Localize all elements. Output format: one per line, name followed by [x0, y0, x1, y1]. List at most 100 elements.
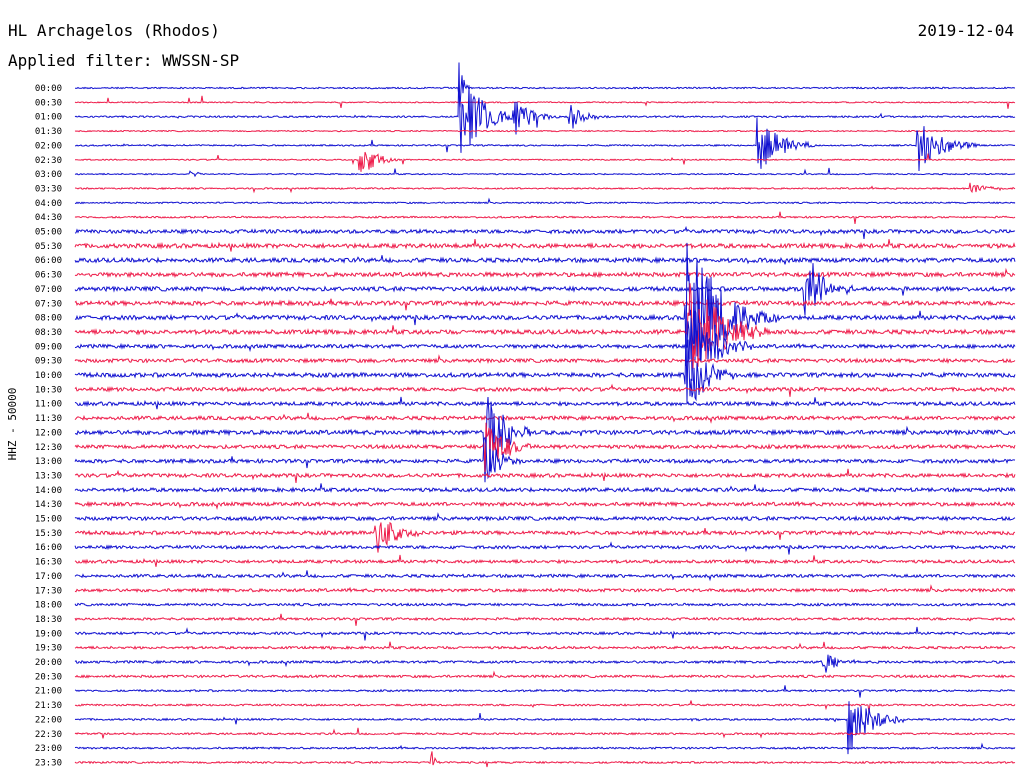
- trace-1400: [74, 483, 1016, 494]
- tick-label: 05:30: [35, 242, 62, 252]
- tick-label: 16:00: [35, 543, 62, 553]
- trace-1730: [74, 584, 1016, 594]
- tick-label: 10:30: [35, 385, 62, 395]
- tick-label: 17:00: [35, 572, 62, 582]
- tick-label: 11:00: [35, 400, 62, 410]
- tick-label: 04:00: [35, 199, 62, 209]
- trace-1630: [74, 554, 1016, 567]
- tick-label: 19:00: [35, 629, 62, 639]
- trace-0100: [74, 62, 1016, 153]
- trace-1800: [74, 602, 1016, 607]
- trace-1530: [74, 521, 1016, 553]
- tick-label: 13:30: [35, 471, 62, 481]
- tick-label: 13:00: [35, 457, 62, 467]
- tick-label: 02:00: [35, 141, 62, 151]
- channel-label: HHZ - 50000: [6, 388, 19, 461]
- tick-label: 18:00: [35, 601, 62, 611]
- tick-label: 05:00: [35, 228, 62, 238]
- trace-1130: [74, 412, 1016, 424]
- tick-label: 09:00: [35, 342, 62, 352]
- tick-label: 10:00: [35, 371, 62, 381]
- trace-0300: [74, 167, 1016, 178]
- tick-label: 18:30: [35, 615, 62, 625]
- tick-label: 21:00: [35, 687, 62, 697]
- trace-1830: [74, 613, 1016, 626]
- trace-1200: [74, 396, 1016, 483]
- trace-0500: [74, 225, 1016, 239]
- trace-2230: [74, 727, 1016, 739]
- tick-label: 20:00: [35, 658, 62, 668]
- tick-label: 19:30: [35, 644, 62, 654]
- trace-1900: [74, 626, 1016, 641]
- plot-date: 2019-12-04: [918, 21, 1014, 40]
- tick-label: 06:00: [35, 256, 62, 266]
- tick-label: 02:30: [35, 156, 62, 166]
- trace-2200: [74, 701, 1016, 755]
- tick-label: 22:30: [35, 730, 62, 740]
- trace-1700: [74, 570, 1016, 582]
- tick-label: 23:00: [35, 744, 62, 754]
- trace-0900: [74, 310, 1016, 362]
- tick-label: 12:00: [35, 428, 62, 438]
- trace-1930: [74, 641, 1016, 651]
- tick-label: 08:00: [35, 314, 62, 324]
- trace-1030: [74, 383, 1016, 397]
- tick-label: 07:00: [35, 285, 62, 295]
- tick-label: 01:00: [35, 113, 62, 123]
- trace-0030: [74, 95, 1016, 109]
- tick-label: 15:00: [35, 515, 62, 525]
- tick-label: 01:30: [35, 127, 62, 137]
- trace-2030: [74, 670, 1016, 679]
- trace-0330: [74, 182, 1016, 194]
- tick-label: 00:30: [35, 98, 62, 108]
- trace-0430: [74, 211, 1016, 224]
- trace-1230: [74, 422, 1016, 472]
- tick-label: 15:30: [35, 529, 62, 539]
- trace-2330: [74, 751, 1016, 768]
- trace-group: [74, 62, 1016, 768]
- trace-0130: [74, 129, 1016, 133]
- trace-1600: [74, 541, 1016, 555]
- tick-label: 09:30: [35, 357, 62, 367]
- trace-0730: [74, 298, 1016, 311]
- trace-0930: [74, 354, 1016, 364]
- tick-label: 04:30: [35, 213, 62, 223]
- tick-label: 14:30: [35, 500, 62, 510]
- tick-label: 00:00: [35, 84, 62, 94]
- tick-label: 07:30: [35, 299, 62, 309]
- trace-1000: [74, 331, 1016, 404]
- trace-0000: [75, 75, 1016, 108]
- tick-label-group: 00:00 00:30 01:00 01:30 02:00 02:30 03:00 03:30…: [35, 84, 62, 768]
- trace-1330: [74, 468, 1016, 483]
- trace-2000: [74, 654, 1016, 673]
- tick-label: 21:30: [35, 701, 62, 711]
- trace-1500: [74, 512, 1016, 522]
- tick-label: 08:30: [35, 328, 62, 338]
- trace-0630: [74, 267, 1016, 279]
- tick-label: 14:00: [35, 486, 62, 496]
- trace-0530: [74, 239, 1016, 252]
- trace-1300: [74, 436, 1016, 480]
- trace-0200: [74, 117, 1016, 172]
- trace-0800: [74, 242, 1016, 381]
- trace-1430: [74, 500, 1015, 511]
- trace-0230: [74, 151, 1016, 172]
- filter-label: Applied filter: WWSSN-SP: [8, 51, 239, 70]
- tick-label: 03:00: [35, 170, 62, 180]
- trace-2130: [74, 700, 1016, 713]
- tick-label: 06:30: [35, 271, 62, 281]
- trace-0830: [74, 283, 1016, 369]
- tick-label: 12:30: [35, 443, 62, 453]
- trace-0700: [74, 263, 1016, 316]
- tick-label: 16:30: [35, 558, 62, 568]
- trace-0600: [74, 255, 1016, 265]
- trace-1100: [74, 396, 1016, 410]
- trace-2300: [74, 742, 1016, 750]
- trace-0400: [74, 197, 1016, 205]
- tick-label: 20:30: [35, 672, 62, 682]
- trace-2100: [74, 685, 1016, 698]
- tick-label: 11:30: [35, 414, 62, 424]
- tick-label: 03:30: [35, 184, 62, 194]
- station-title: HL Archagelos (Rhodos): [8, 21, 220, 40]
